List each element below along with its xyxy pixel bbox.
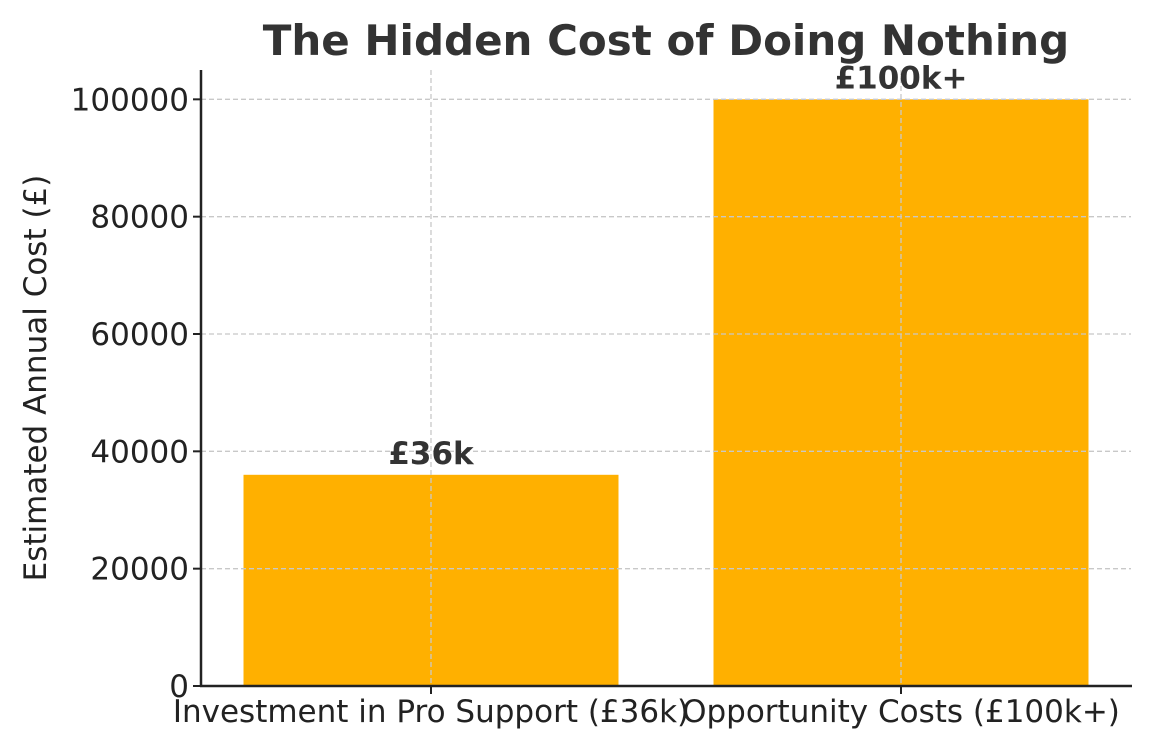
x-tick-label: Opportunity Costs (£100k+) xyxy=(682,694,1120,730)
y-tick-label: 60000 xyxy=(90,317,189,353)
y-tick-label: 80000 xyxy=(90,200,189,236)
bar-data-label: £36k xyxy=(388,436,475,472)
y-tick-label: 20000 xyxy=(90,552,189,588)
chart-title: The Hidden Cost of Doing Nothing xyxy=(263,16,1070,65)
y-tick-label: 100000 xyxy=(71,82,189,118)
y-tick-label: 0 xyxy=(169,669,189,705)
bar-data-label: £100k+ xyxy=(835,60,968,96)
y-tick-label: 40000 xyxy=(90,434,189,470)
x-tick-label: Investment in Pro Support (£36k) xyxy=(173,694,689,730)
y-axis-label: Estimated Annual Cost (£) xyxy=(18,175,54,582)
